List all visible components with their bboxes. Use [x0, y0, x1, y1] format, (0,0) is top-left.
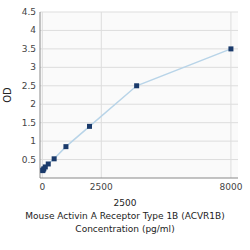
y-axis-label: OD [2, 87, 13, 103]
tick-label: 1 [30, 136, 36, 146]
marker [63, 144, 68, 149]
x-axis-label: 2500 [114, 198, 137, 208]
tick-label: 2.5 [22, 81, 36, 91]
tick-label: 4.5 [22, 7, 36, 17]
grid-line [40, 30, 238, 31]
grid-line [40, 104, 238, 105]
y-axis-line [40, 12, 41, 178]
x-axis-line [40, 178, 238, 179]
grid-line [40, 12, 238, 13]
grid-line [42, 12, 43, 178]
marker [134, 83, 139, 88]
tick-label: 2500 [90, 182, 113, 192]
grid-line [40, 122, 238, 123]
x-axis-label: Mouse Activin A Receptor Type 1B (ACVR1B… [25, 211, 225, 221]
grid-line [40, 141, 238, 142]
tick-label: 3.5 [22, 44, 36, 54]
marker [52, 156, 57, 161]
axes: 0.5 1 1.5 2 2.5 3 3.5 4 4.5 0 2500 8000 [22, 7, 243, 192]
marker [87, 124, 92, 129]
tick-label: 1.5 [22, 118, 36, 128]
line [43, 49, 231, 171]
tick-label: 2 [30, 99, 36, 109]
x-axis-label: Concentration (pg/ml) [75, 224, 174, 234]
chart: 0.5 1 1.5 2 2.5 3 3.5 4 4.5 0 2500 8000 2500 Mouse Ac… [0, 0, 250, 250]
grid-line [101, 12, 102, 178]
marker [46, 161, 51, 166]
marker [228, 46, 233, 51]
grid [40, 12, 238, 178]
tick-label: 0.5 [22, 155, 36, 165]
tick-label: 4 [30, 25, 36, 35]
marks [40, 46, 233, 173]
grid-line [40, 159, 238, 160]
tick-label: 3 [30, 62, 36, 72]
grid-line [230, 12, 231, 178]
tick-label: 8000 [219, 182, 242, 192]
plot-area [40, 12, 238, 178]
grid-line [40, 48, 238, 49]
grid-line [40, 67, 238, 68]
tick-label: 0 [39, 182, 45, 192]
